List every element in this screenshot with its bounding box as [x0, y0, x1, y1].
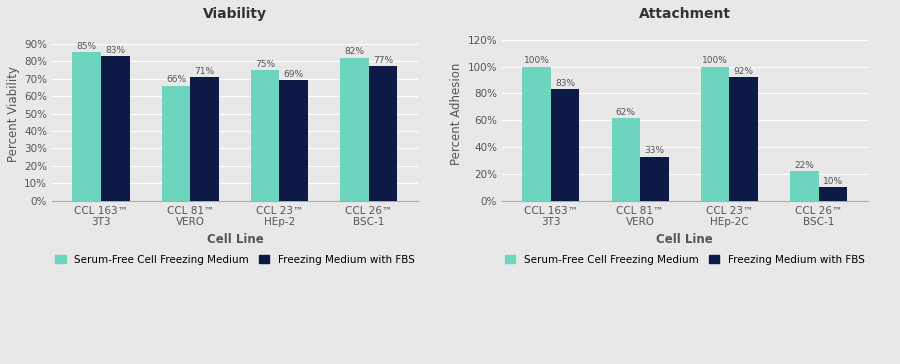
Text: 66%: 66% — [166, 75, 186, 84]
Bar — [162, 86, 190, 201]
Text: 75%: 75% — [256, 60, 275, 68]
Bar — [280, 80, 308, 201]
Bar — [729, 77, 758, 201]
Legend: Serum-Free Cell Freezing Medium, Freezing Medium with FBS: Serum-Free Cell Freezing Medium, Freezin… — [51, 251, 419, 269]
Text: 71%: 71% — [194, 67, 214, 75]
Text: 62%: 62% — [616, 107, 635, 116]
Text: 100%: 100% — [524, 56, 550, 66]
Text: 82%: 82% — [345, 47, 364, 56]
Text: 33%: 33% — [644, 146, 664, 155]
X-axis label: Cell Line: Cell Line — [656, 233, 713, 246]
Bar — [612, 118, 640, 201]
Text: 100%: 100% — [702, 56, 728, 66]
Bar — [522, 67, 551, 201]
Text: 83%: 83% — [105, 46, 125, 55]
Text: 92%: 92% — [734, 67, 753, 76]
Bar — [640, 157, 669, 201]
Bar — [73, 52, 101, 201]
Bar — [101, 56, 130, 201]
Y-axis label: Percent Viability: Percent Viability — [7, 66, 20, 162]
Text: 22%: 22% — [795, 161, 815, 170]
Bar — [790, 171, 819, 201]
Title: Viability: Viability — [202, 7, 267, 21]
Bar — [551, 90, 580, 201]
Legend: Serum-Free Cell Freezing Medium, Freezing Medium with FBS: Serum-Free Cell Freezing Medium, Freezin… — [500, 251, 868, 269]
Text: 69%: 69% — [284, 70, 304, 79]
Bar — [819, 187, 847, 201]
Bar — [190, 77, 219, 201]
Bar — [251, 70, 280, 201]
Bar — [701, 67, 729, 201]
Text: 83%: 83% — [555, 79, 575, 88]
Y-axis label: Percent Adhesion: Percent Adhesion — [450, 62, 464, 165]
Bar — [340, 58, 369, 201]
Text: 10%: 10% — [823, 177, 843, 186]
X-axis label: Cell Line: Cell Line — [206, 233, 264, 246]
Title: Attachment: Attachment — [639, 7, 731, 21]
Text: 77%: 77% — [373, 56, 393, 65]
Bar — [369, 67, 397, 201]
Text: 85%: 85% — [76, 42, 97, 51]
